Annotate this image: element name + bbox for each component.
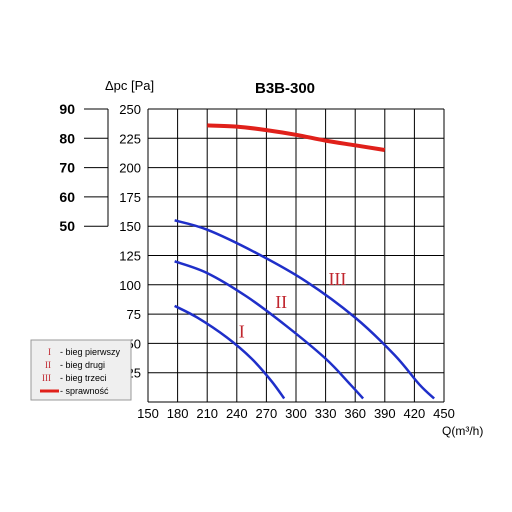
legend-item-label: - bieg pierwszy — [60, 347, 121, 357]
y-tick-label: 250 — [119, 102, 141, 117]
series-line-bieg-pierwszy — [174, 304, 286, 400]
x-tick-label: 210 — [196, 406, 218, 421]
efficiency-tick-label: 80 — [59, 130, 75, 146]
y-tick-label: 75 — [127, 307, 141, 322]
x-axis-label: Q(m³/h) — [442, 424, 483, 438]
x-tick-label: 360 — [344, 406, 366, 421]
y-tick-label: 175 — [119, 190, 141, 205]
y-tick-label: 150 — [119, 219, 141, 234]
legend-item-label: - sprawność — [60, 386, 109, 396]
y-tick-label: 200 — [119, 161, 141, 176]
x-tick-label: 330 — [315, 406, 337, 421]
x-tick-label: 270 — [256, 406, 278, 421]
y-axis-label: Δpc [Pa] — [105, 78, 154, 93]
legend: I - bieg pierwszy II - bieg drugi III - bieg … — [30, 339, 132, 401]
legend-symbol: III — [42, 373, 51, 383]
x-tick-label: 390 — [374, 406, 396, 421]
efficiency-tick-label: 70 — [59, 160, 75, 176]
series-line-bieg-drugi — [174, 260, 365, 400]
x-tick-label: 240 — [226, 406, 248, 421]
x-tick-label: 300 — [285, 406, 307, 421]
x-tick-label: 420 — [404, 406, 426, 421]
x-tick-label: 150 — [137, 406, 159, 421]
efficiency-axis: 50 60 70 80 90 — [59, 101, 109, 234]
x-tick-label: 180 — [167, 406, 189, 421]
efficiency-tick-label: 50 — [59, 218, 75, 234]
series-label: II — [275, 292, 287, 312]
series-label: I — [239, 322, 245, 342]
legend-symbol: I — [48, 347, 51, 357]
series-line-sprawno- — [207, 123, 386, 152]
efficiency-tick-label: 90 — [59, 101, 75, 117]
x-tick-label: 450 — [433, 406, 455, 421]
efficiency-tick-label: 60 — [59, 189, 75, 205]
legend-symbol: II — [45, 360, 51, 370]
y-tick-label: 125 — [119, 249, 141, 264]
grid — [147, 108, 445, 403]
series-line-bieg-trzeci — [174, 219, 435, 400]
legend-item-label: - bieg drugi — [60, 360, 105, 370]
y-tick-label: 225 — [119, 131, 141, 146]
y-tick-label: 100 — [119, 278, 141, 293]
series-label: III — [328, 269, 346, 289]
chart-title: B3B-300 — [255, 80, 315, 97]
legend-item-label: - bieg trzeci — [60, 373, 107, 383]
